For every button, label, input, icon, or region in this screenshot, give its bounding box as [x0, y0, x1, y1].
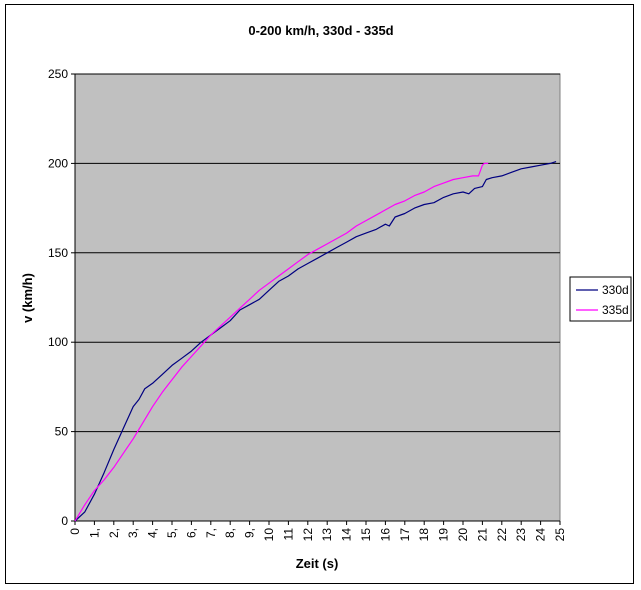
x-tick-label: 20 [456, 528, 470, 542]
x-tick-label: 18 [417, 528, 431, 542]
x-tick-label: 25 [553, 528, 567, 542]
chart-title: 0-200 km/h, 330d - 335d [248, 23, 393, 38]
y-tick-label: 200 [48, 156, 68, 170]
y-tick-label: 100 [48, 335, 68, 349]
x-tick-label: 19 [437, 528, 451, 542]
y-tick-label: 150 [48, 246, 68, 260]
plot-area [74, 73, 561, 522]
legend: 330d 335d [569, 276, 632, 322]
legend-label-335d: 335d [602, 303, 629, 317]
y-tick-label: 0 [61, 514, 68, 528]
x-tick-label: 22 [495, 528, 509, 542]
legend-label-330d: 330d [602, 283, 629, 297]
x-tick-label: 10 [262, 528, 276, 542]
x-tick-label: 0 [68, 528, 82, 535]
x-tick-label: 2, [107, 528, 121, 538]
x-tick-label: 24 [534, 528, 548, 542]
axes: 0 50 100 150 200 250 0 1, 2, 3, 4, 5, 6, 7, 8, 9, 10 11 12… [48, 67, 567, 541]
series-line-335d [74, 162, 489, 522]
y-tick-label: 250 [48, 67, 68, 81]
x-tick-label: 8, [223, 528, 237, 538]
legend-box [569, 276, 632, 322]
x-tick-label: 9, [243, 528, 257, 538]
x-tick-label: 6, [184, 528, 198, 538]
x-tick-label: 23 [514, 528, 528, 542]
x-tick-label: 16 [378, 528, 392, 542]
y-axis-title: v (km/h) [20, 273, 35, 323]
x-tick-label: 17 [398, 528, 412, 542]
x-tick-label: 1, [87, 528, 101, 538]
x-axis-title: Zeit (s) [296, 556, 339, 571]
x-tick-label: 12 [301, 528, 315, 542]
x-tick-label: 3, [126, 528, 140, 538]
series-lines [74, 161, 557, 522]
x-tick-label: 11 [281, 528, 295, 541]
x-tick-label: 21 [475, 528, 489, 542]
x-tick-label: 13 [320, 528, 334, 542]
x-tick-label: 15 [359, 528, 373, 542]
x-tick-label: 4, [146, 528, 160, 538]
series-line-330d [74, 161, 557, 522]
x-tick-label: 14 [340, 528, 354, 542]
x-tick-label: 7, [204, 528, 218, 538]
x-tick-label: 5, [165, 528, 179, 538]
gridlines [75, 73, 560, 433]
y-tick-label: 50 [55, 425, 69, 439]
